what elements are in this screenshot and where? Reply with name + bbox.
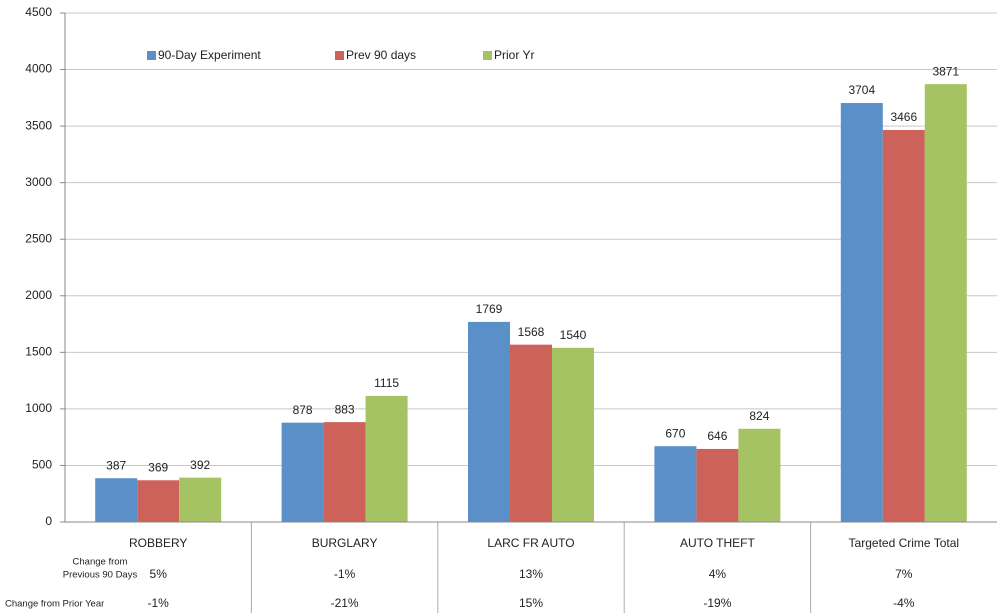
legend-swatch <box>147 51 156 60</box>
legend-label: Prev 90 days <box>346 48 416 62</box>
bar <box>654 446 697 522</box>
data-label: 670 <box>665 426 685 440</box>
bar <box>882 129 925 522</box>
bar <box>696 448 739 522</box>
x-tick-label: BURGLARY <box>312 536 378 550</box>
table-cell: -1% <box>148 596 170 610</box>
y-tick-label: 2000 <box>25 288 52 302</box>
y-tick-label: 2500 <box>25 231 52 245</box>
bar <box>281 422 324 522</box>
bar <box>179 477 222 522</box>
data-label: 3704 <box>848 83 875 97</box>
data-label: 1769 <box>476 302 503 316</box>
table-cell: 13% <box>519 567 543 581</box>
y-tick-label: 3500 <box>25 118 52 132</box>
table-cell: 5% <box>150 567 168 581</box>
x-tick-label: AUTO THEFT <box>680 536 756 550</box>
bar <box>510 344 552 522</box>
table-row-label: Previous 90 Days <box>63 570 138 581</box>
y-tick-label: 500 <box>32 458 52 472</box>
table-row-label: Change from Prior Year <box>5 599 104 610</box>
y-tick-label: 1000 <box>25 401 52 415</box>
data-label: 1540 <box>560 328 587 342</box>
bar <box>323 422 366 522</box>
data-label: 369 <box>148 460 168 474</box>
data-label: 824 <box>749 409 769 423</box>
bar <box>840 103 883 523</box>
data-label: 392 <box>190 458 210 472</box>
table-cell: -4% <box>893 596 915 610</box>
y-tick-label: 4000 <box>25 62 52 76</box>
bar <box>924 84 967 523</box>
data-label: 646 <box>707 429 727 443</box>
table-cell: 15% <box>519 596 543 610</box>
bar <box>95 478 138 522</box>
table-cell: 7% <box>895 567 913 581</box>
y-tick-label: 1500 <box>25 345 52 359</box>
table-cell: 4% <box>709 567 727 581</box>
x-tick-label: ROBBERY <box>129 536 187 550</box>
table-cell: -21% <box>331 596 359 610</box>
bar <box>137 480 180 522</box>
table-cell: -1% <box>334 567 356 581</box>
y-tick-label: 3000 <box>25 175 52 189</box>
bar <box>365 395 408 522</box>
y-tick-label: 4500 <box>25 5 52 19</box>
data-label: 1568 <box>518 325 545 339</box>
data-label: 387 <box>106 458 126 472</box>
bar <box>552 347 594 522</box>
x-tick-label: Targeted Crime Total <box>849 536 960 550</box>
legend-swatch <box>335 51 344 60</box>
bar <box>738 428 781 522</box>
bar <box>468 321 510 522</box>
table-cell: -19% <box>703 596 731 610</box>
x-tick-label: LARC FR AUTO <box>487 536 574 550</box>
table-row-label: Change from <box>73 557 128 568</box>
data-label: 1115 <box>374 376 399 390</box>
legend-label: 90-Day Experiment <box>158 48 261 62</box>
y-tick-label: 0 <box>45 514 52 528</box>
data-label: 878 <box>293 403 313 417</box>
data-label: 883 <box>335 402 355 416</box>
legend-label: Prior Yr <box>494 48 534 62</box>
data-label: 3871 <box>932 64 959 78</box>
legend-swatch <box>483 51 492 60</box>
data-label: 3466 <box>890 110 917 124</box>
